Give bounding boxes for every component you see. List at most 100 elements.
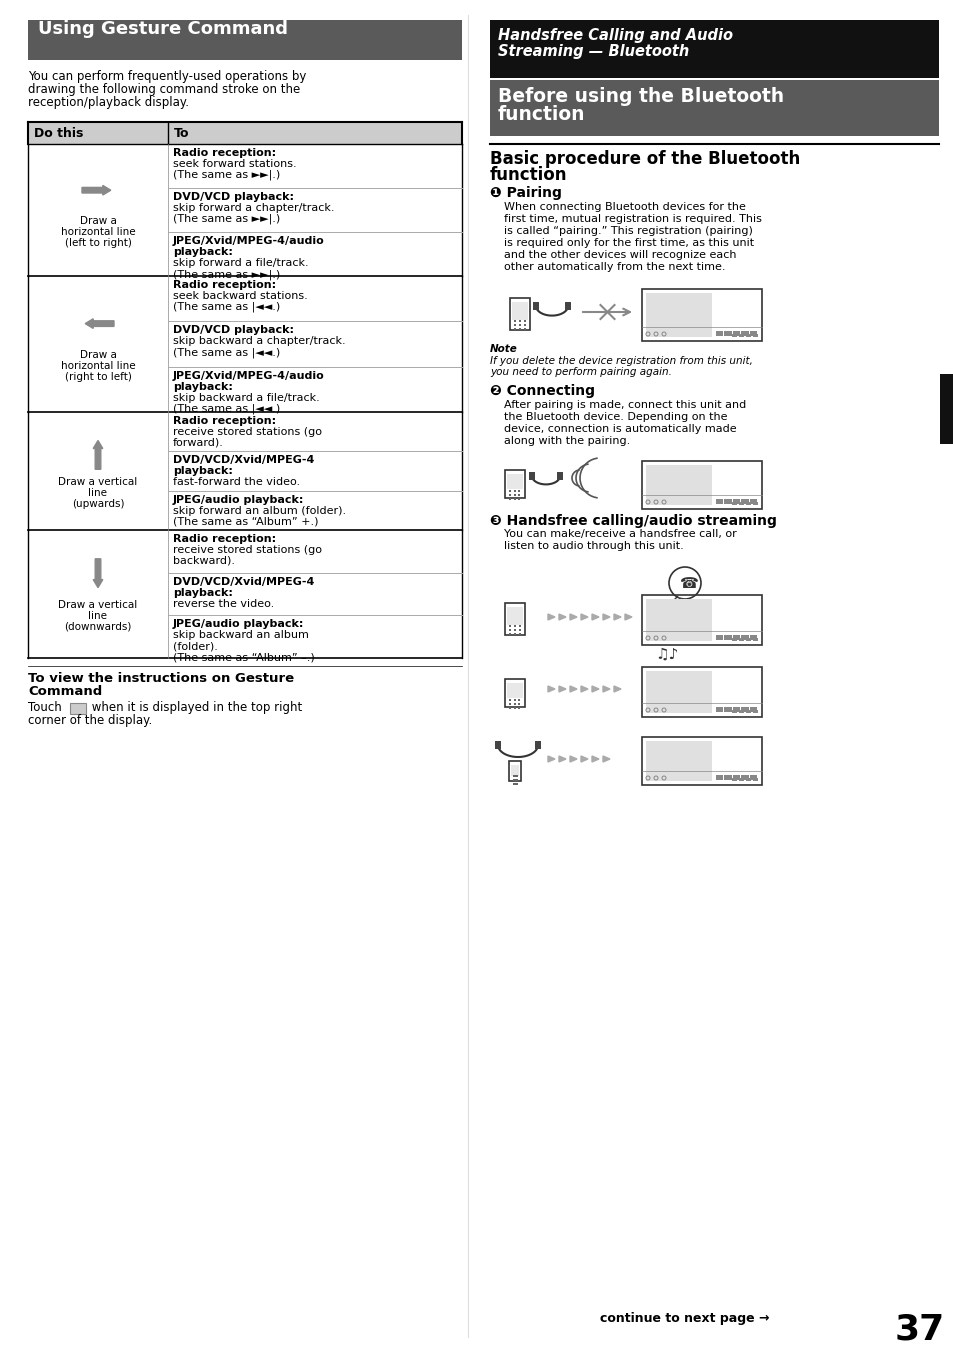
FancyArrow shape (93, 558, 103, 588)
Text: reverse the video.: reverse the video. (172, 599, 274, 608)
Text: DVD/VCD/Xvid/MPEG-4: DVD/VCD/Xvid/MPEG-4 (172, 456, 314, 465)
Bar (745, 777, 750, 781)
Text: You can make/receive a handsfree call, or: You can make/receive a handsfree call, o… (503, 529, 736, 539)
Text: (The same as |◄◄.): (The same as |◄◄.) (172, 404, 280, 414)
Bar (523, 320, 525, 322)
Text: JPEG/Xvid/MPEG-4/audio: JPEG/Xvid/MPEG-4/audio (172, 237, 324, 246)
Text: Before using the Bluetooth: Before using the Bluetooth (497, 87, 783, 105)
Bar (557, 472, 562, 480)
Bar (513, 320, 515, 322)
Bar (506, 607, 523, 625)
Bar (739, 334, 743, 337)
Bar (752, 334, 758, 337)
Text: To view the instructions on Gesture: To view the instructions on Gesture (28, 672, 294, 685)
Text: horizontal line: horizontal line (61, 227, 135, 237)
Text: Handsfree Calling and Audio: Handsfree Calling and Audio (497, 28, 732, 43)
Polygon shape (558, 685, 565, 692)
Bar (513, 629, 516, 631)
Bar (514, 775, 516, 777)
Bar (723, 775, 731, 780)
Text: (folder).: (folder). (172, 641, 217, 652)
Text: DVD/VCD playback:: DVD/VCD playback: (172, 326, 294, 335)
Text: forward).: forward). (172, 438, 224, 448)
Polygon shape (592, 614, 598, 621)
Bar (513, 625, 516, 627)
Bar (28, 20, 461, 59)
Bar (512, 783, 514, 786)
Text: is required only for the first time, as this unit: is required only for the first time, as … (503, 238, 753, 247)
Text: playback:: playback: (172, 466, 233, 476)
Text: Draw a vertical: Draw a vertical (58, 477, 137, 487)
Polygon shape (547, 685, 555, 692)
Text: Using Gesture Command: Using Gesture Command (38, 20, 288, 38)
Text: After pairing is made, connect this unit and: After pairing is made, connect this unit… (503, 400, 745, 410)
Bar (732, 707, 740, 713)
Bar (516, 775, 517, 777)
Bar (517, 699, 519, 700)
Text: (left to right): (left to right) (65, 238, 132, 247)
Text: playback:: playback: (172, 381, 233, 392)
Text: 37: 37 (894, 1311, 944, 1347)
Bar (509, 489, 511, 492)
Bar (509, 707, 511, 708)
Bar (723, 707, 731, 713)
Bar (716, 707, 722, 713)
Polygon shape (569, 614, 577, 621)
Polygon shape (614, 614, 620, 621)
Text: (The same as “Album” –.): (The same as “Album” –.) (172, 652, 314, 662)
Text: seek backward stations.: seek backward stations. (172, 291, 308, 301)
Bar (641, 595, 761, 645)
Text: Radio reception:: Radio reception: (172, 147, 275, 158)
Bar (641, 289, 761, 341)
Bar (749, 707, 757, 713)
Bar (495, 741, 500, 749)
Text: To: To (173, 127, 190, 141)
Bar (740, 707, 748, 713)
Bar (745, 638, 750, 641)
Text: ❸ Handsfree calling/audio streaming: ❸ Handsfree calling/audio streaming (490, 514, 776, 529)
Polygon shape (602, 685, 609, 692)
Text: you need to perform pairing again.: you need to perform pairing again. (490, 366, 671, 377)
Text: skip backward a chapter/track.: skip backward a chapter/track. (172, 337, 345, 346)
Bar (745, 334, 750, 337)
Polygon shape (547, 756, 555, 763)
Text: skip forward an album (folder).: skip forward an album (folder). (172, 506, 346, 515)
Bar (641, 461, 761, 508)
Bar (509, 498, 511, 500)
Polygon shape (602, 756, 609, 763)
Bar (28, 122, 461, 145)
Polygon shape (558, 614, 565, 621)
Bar (645, 671, 711, 713)
Bar (752, 710, 758, 713)
Text: (The same as |◄◄.): (The same as |◄◄.) (172, 347, 280, 358)
Text: Touch: Touch (28, 700, 66, 714)
Bar (514, 493, 516, 496)
Bar (716, 331, 722, 337)
Bar (517, 489, 519, 492)
Bar (739, 638, 743, 641)
Polygon shape (592, 685, 598, 692)
FancyArrow shape (93, 441, 103, 469)
Text: playback:: playback: (172, 247, 233, 257)
Bar (731, 777, 737, 781)
Text: listen to audio through this unit.: listen to audio through this unit. (503, 541, 683, 552)
Text: function: function (497, 105, 585, 124)
Text: (right to left): (right to left) (65, 372, 132, 383)
Bar (731, 502, 737, 506)
Text: reception/playback display.: reception/playback display. (28, 96, 189, 110)
Bar (745, 710, 750, 713)
Bar (731, 638, 737, 641)
Bar (535, 741, 540, 749)
Bar (518, 633, 520, 635)
Bar (740, 499, 748, 504)
Text: (The same as ►►|.): (The same as ►►|.) (172, 214, 280, 224)
Text: line: line (89, 611, 108, 621)
Text: JPEG/audio playback:: JPEG/audio playback: (172, 619, 304, 629)
Text: Note: Note (490, 343, 517, 354)
Bar (645, 465, 711, 506)
Bar (749, 331, 757, 337)
Bar (523, 329, 525, 330)
Bar (507, 683, 522, 699)
Bar (745, 502, 750, 506)
Polygon shape (558, 756, 565, 763)
